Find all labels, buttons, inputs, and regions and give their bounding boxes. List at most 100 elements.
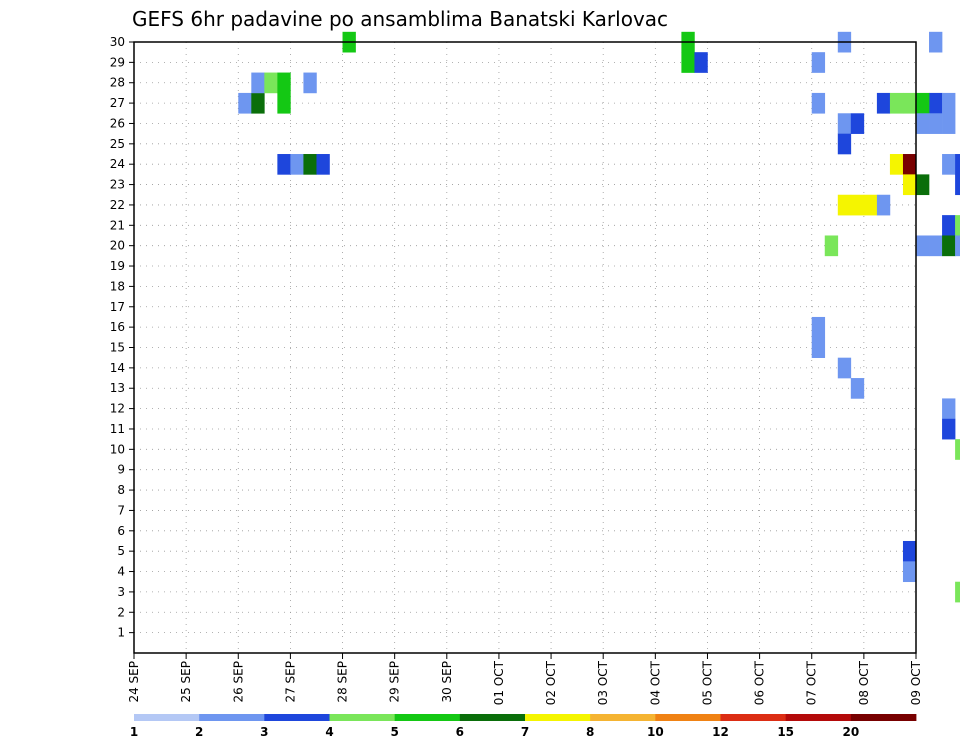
- x-tick-label: 02 OCT: [544, 660, 558, 705]
- y-tick-label: 15: [110, 341, 125, 355]
- y-tick-label: 21: [110, 218, 125, 232]
- heatmap-cell: [303, 154, 317, 175]
- y-tick-label: 5: [117, 544, 125, 558]
- y-tick-label: 8: [117, 483, 125, 497]
- colorbar-swatch: [134, 714, 200, 721]
- heatmap-cell: [902, 174, 917, 196]
- y-tick-label: 6: [117, 524, 125, 538]
- heatmap-cell: [955, 215, 960, 236]
- y-tick-label: 23: [110, 178, 125, 192]
- colorbar-swatch: [655, 714, 721, 721]
- heatmap-cell: [694, 52, 708, 73]
- y-tick-label: 30: [110, 35, 125, 49]
- heatmap-cell: [837, 194, 852, 216]
- heatmap-cell: [942, 215, 956, 236]
- heatmap-cell: [942, 154, 956, 175]
- x-tick-label: 03 OCT: [596, 660, 610, 705]
- heatmap-cell: [277, 72, 291, 94]
- x-tick-label: 26 SEP: [231, 661, 245, 703]
- heatmap-cell: [238, 92, 252, 114]
- heatmap-cell: [955, 174, 960, 196]
- heatmap-cell: [811, 52, 826, 73]
- colorbar-label: 5: [390, 725, 398, 739]
- y-tick-label: 9: [117, 463, 125, 477]
- colorbar-swatch: [199, 714, 265, 721]
- heatmap-cell: [902, 154, 917, 175]
- heatmap-cell: [942, 235, 956, 257]
- heatmap-cell: [316, 154, 330, 175]
- x-tick-label: 07 OCT: [805, 660, 819, 705]
- y-tick-label: 29: [110, 55, 125, 69]
- heatmap-cell: [916, 235, 930, 257]
- x-tick-label: 05 OCT: [700, 660, 714, 705]
- y-tick-label: 13: [110, 381, 125, 395]
- colorbar-label: 15: [777, 725, 794, 739]
- y-tick-label: 11: [110, 422, 125, 436]
- heatmap-cell: [916, 113, 930, 134]
- heatmap-cell: [955, 235, 960, 257]
- heatmap-cell: [955, 154, 960, 175]
- heatmap-cell: [303, 72, 317, 94]
- heatmap-cell: [811, 316, 826, 338]
- y-tick-label: 3: [117, 585, 125, 599]
- x-tick-label: 29 SEP: [388, 661, 402, 703]
- colorbar-swatch: [785, 714, 852, 721]
- y-tick-label: 14: [110, 361, 125, 375]
- x-axis-ticks: 24 SEP 25 SEP 26 SEP 27 SEP 28 SEP 29 SEP 30 S…: [127, 653, 923, 705]
- heatmap-cell: [942, 398, 956, 420]
- y-axis-ticks: 1234567891011121314151617181920212223242…: [110, 35, 134, 640]
- y-tick-label: 20: [110, 239, 125, 253]
- y-tick-label: 1: [117, 626, 125, 640]
- colorbar-label: 4: [325, 725, 333, 739]
- y-tick-label: 19: [110, 259, 125, 273]
- x-tick-label: 08 OCT: [857, 660, 871, 705]
- y-tick-label: 12: [110, 402, 125, 416]
- x-tick-label: 30 SEP: [440, 661, 454, 703]
- heatmap-cell: [902, 540, 917, 562]
- heatmap-cell: [876, 92, 891, 114]
- x-tick-label: 01 OCT: [492, 660, 506, 705]
- heatmap-cell: [929, 113, 943, 134]
- colorbar-swatch: [329, 714, 396, 721]
- colorbar-swatch: [850, 714, 917, 721]
- colorbar-swatch: [590, 714, 656, 721]
- y-tick-label: 18: [110, 279, 125, 293]
- colorbar: 1 2 3 4 5 6 7 8 10 12 15 20: [130, 714, 917, 739]
- heatmap-cell: [942, 92, 956, 114]
- heatmap-cell: [824, 235, 839, 257]
- colorbar-label: 12: [712, 725, 729, 739]
- x-tick-label: 27 SEP: [283, 661, 297, 703]
- y-tick-label: 22: [110, 198, 125, 212]
- x-tick-label: 28 SEP: [336, 661, 350, 703]
- y-tick-label: 17: [110, 300, 125, 314]
- heatmap-cell: [955, 439, 960, 460]
- heatmap-cell: [889, 92, 904, 114]
- x-tick-label: 06 OCT: [753, 660, 767, 705]
- heatmap-cell: [929, 31, 943, 53]
- heatmap-cell: [889, 154, 904, 175]
- heatmap-cell: [837, 113, 852, 134]
- y-tick-label: 26: [110, 116, 125, 130]
- heatmap-cell: [902, 92, 917, 114]
- y-tick-label: 24: [110, 157, 125, 171]
- colorbar-swatch: [525, 714, 591, 721]
- heatmap-cell: [955, 581, 960, 603]
- heatmap-cell: [290, 154, 304, 175]
- grid-lines: [134, 42, 916, 653]
- colorbar-swatch: [459, 714, 526, 721]
- y-tick-label: 25: [110, 137, 125, 151]
- colorbar-swatch: [394, 714, 461, 721]
- heatmap-cell: [916, 174, 930, 196]
- colorbar-label: 10: [647, 725, 664, 739]
- heatmap-cell: [876, 194, 891, 216]
- heatmap-cell: [902, 561, 917, 583]
- y-tick-label: 4: [117, 565, 125, 579]
- heatmap-cell: [863, 194, 878, 216]
- chart-title: GEFS 6hr padavine po ansamblima Banatski…: [132, 7, 668, 31]
- heatmap-cell: [942, 113, 956, 134]
- heatmap-cell: [916, 92, 930, 114]
- colorbar-label: 6: [456, 725, 464, 739]
- heatmap-cell: [811, 92, 826, 114]
- y-tick-label: 16: [110, 320, 125, 334]
